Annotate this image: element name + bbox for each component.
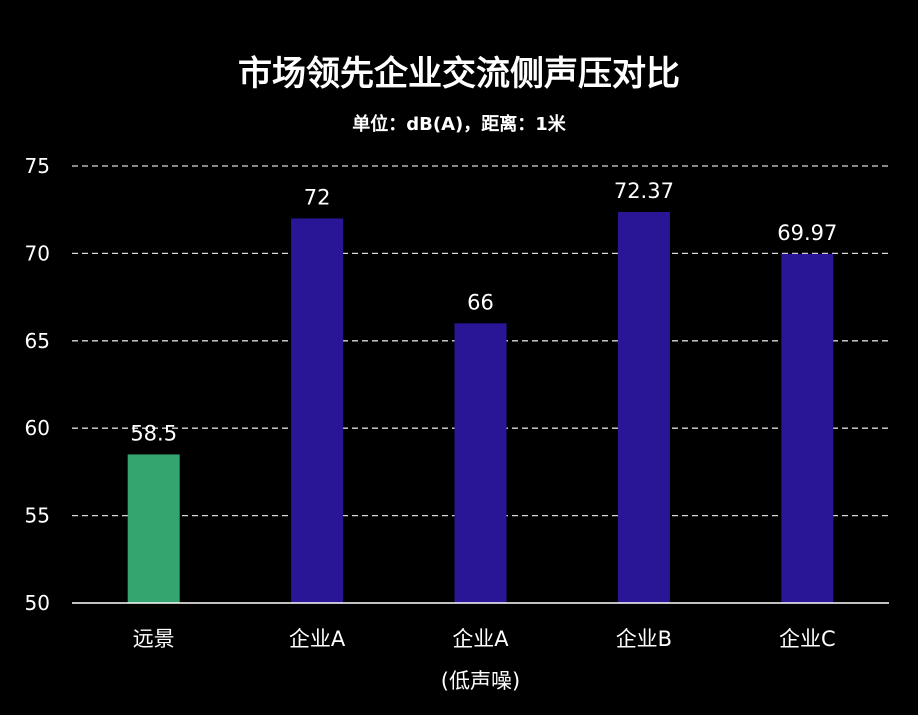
category-label: 企业A — [289, 627, 346, 651]
data-label: 72.37 — [614, 179, 674, 203]
bar — [291, 218, 344, 603]
bars — [127, 211, 834, 604]
bar — [617, 211, 670, 603]
category-label: 企业C — [779, 627, 836, 651]
y-tick-label: 70 — [25, 241, 50, 265]
chart-subtitle: 单位：dB(A)，距离：1米 — [352, 113, 567, 135]
data-label: 66 — [467, 290, 494, 314]
y-tick-label: 60 — [25, 416, 50, 440]
grid-lines — [72, 165, 889, 517]
chart-title: 市场领先企业交流侧声压对比 — [238, 54, 680, 94]
bar — [127, 454, 180, 603]
y-axis-ticks: 50 55 60 65 70 75 — [25, 154, 50, 615]
category-label: 远景 — [133, 627, 175, 651]
bar — [454, 323, 507, 603]
y-tick-label: 55 — [25, 504, 50, 528]
y-tick-label: 75 — [25, 154, 50, 178]
data-label: 69.97 — [777, 221, 837, 245]
category-label: 企业B — [616, 627, 672, 651]
category-label: 企业A — [452, 627, 509, 651]
x-axis-categories: 远景 企业A 企业A (低声噪) 企业B 企业C — [133, 627, 836, 693]
category-sublabel: (低声噪) — [441, 669, 520, 693]
y-tick-label: 65 — [25, 329, 50, 353]
data-labels: 58.5 72 66 72.37 69.97 — [130, 179, 837, 445]
data-label: 72 — [304, 185, 331, 209]
bar — [781, 253, 834, 604]
data-label: 58.5 — [130, 421, 177, 445]
y-tick-label: 50 — [25, 591, 50, 615]
